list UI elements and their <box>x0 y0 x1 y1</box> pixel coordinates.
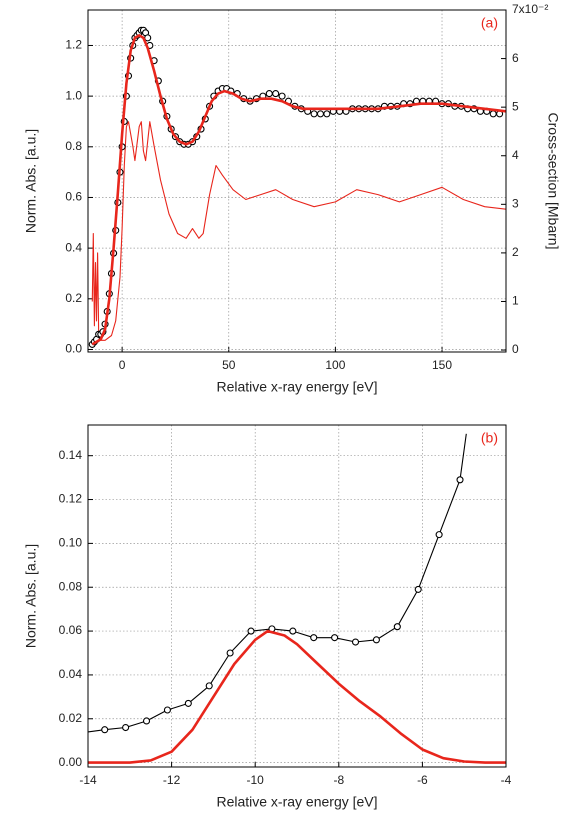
data-point <box>323 110 331 118</box>
y2-tick-label: 5 <box>512 99 519 113</box>
y2-tick-label: 2 <box>512 245 519 259</box>
x-tick-label: -6 <box>417 773 428 787</box>
data-point <box>122 723 130 732</box>
y-tick-label: 0.0 <box>65 342 82 356</box>
x-axis-label: Relative x-ray energy [eV] <box>216 794 377 810</box>
data-point <box>289 627 297 635</box>
data-point <box>184 699 192 707</box>
data-point <box>272 90 280 98</box>
data-point <box>163 706 171 714</box>
y-tick-label: 0.6 <box>65 190 82 204</box>
data-point <box>205 682 213 690</box>
x-tick-label: -4 <box>501 773 512 787</box>
data-point <box>247 627 255 635</box>
data-point <box>351 638 360 646</box>
x-tick-label: -10 <box>247 773 265 787</box>
data-point <box>393 623 401 631</box>
y-tick-label: 0.14 <box>59 448 83 462</box>
y2-tick-label: 0 <box>512 342 519 356</box>
y-axis-label: Norm. Abs. [a.u.] <box>23 544 39 648</box>
x-tick-label: 50 <box>222 358 236 372</box>
series-line <box>91 121 506 341</box>
data-point <box>331 634 339 642</box>
data-point <box>142 717 151 725</box>
series-line <box>88 629 506 764</box>
y2-tick-label: 6 <box>512 51 519 65</box>
data-point <box>435 531 443 539</box>
x-axis-label: Relative x-ray energy [eV] <box>216 379 377 395</box>
y2-tick-label: 4 <box>512 148 519 162</box>
data-point <box>226 649 234 657</box>
data-point <box>456 476 464 484</box>
y-tick-label: 0.02 <box>59 711 83 725</box>
data-point <box>316 110 325 118</box>
y-tick-label: 1.2 <box>65 38 82 52</box>
y-tick-label: 0.8 <box>65 139 82 153</box>
y-tick-label: 0.2 <box>65 291 82 305</box>
y2-tick-label: 1 <box>512 294 519 308</box>
data-point <box>265 90 273 98</box>
data-point <box>372 636 380 644</box>
data-point <box>278 92 286 100</box>
panel-label: (a) <box>481 15 498 31</box>
data-point <box>489 110 497 118</box>
data-point <box>310 634 318 642</box>
y-tick-label: 0.4 <box>65 240 82 254</box>
y-tick-label: 0.04 <box>59 667 83 681</box>
plot-frame <box>87 424 507 768</box>
y-tick-label: 0.10 <box>59 536 83 550</box>
x-tick-label: 100 <box>325 358 345 372</box>
y-tick-label: 0.00 <box>59 755 83 769</box>
x-tick-label: 150 <box>432 358 452 372</box>
y-tick-label: 1.0 <box>65 88 82 102</box>
panel-label: (b) <box>481 430 498 446</box>
x-tick-label: -14 <box>79 773 97 787</box>
series-line <box>88 433 467 733</box>
x-tick-label: 0 <box>119 358 126 372</box>
data-point <box>101 726 109 734</box>
data-point <box>414 585 422 593</box>
x-tick-label: -8 <box>333 773 344 787</box>
series-line <box>91 34 506 346</box>
y-axis-label: Norm. Abs. [a.u.] <box>23 129 39 233</box>
data-point <box>310 110 318 118</box>
y2-axis-label: Cross-section [Mbarn] <box>545 113 561 250</box>
y-tick-label: 0.12 <box>59 492 83 506</box>
y-tick-label: 0.08 <box>59 579 83 593</box>
y-tick-label: 0.06 <box>59 623 83 637</box>
x-tick-label: -12 <box>163 773 181 787</box>
plot-frame <box>87 9 507 353</box>
y2-tick-label: 3 <box>512 196 519 210</box>
y2-tick-label: 7x10⁻² <box>512 2 548 16</box>
